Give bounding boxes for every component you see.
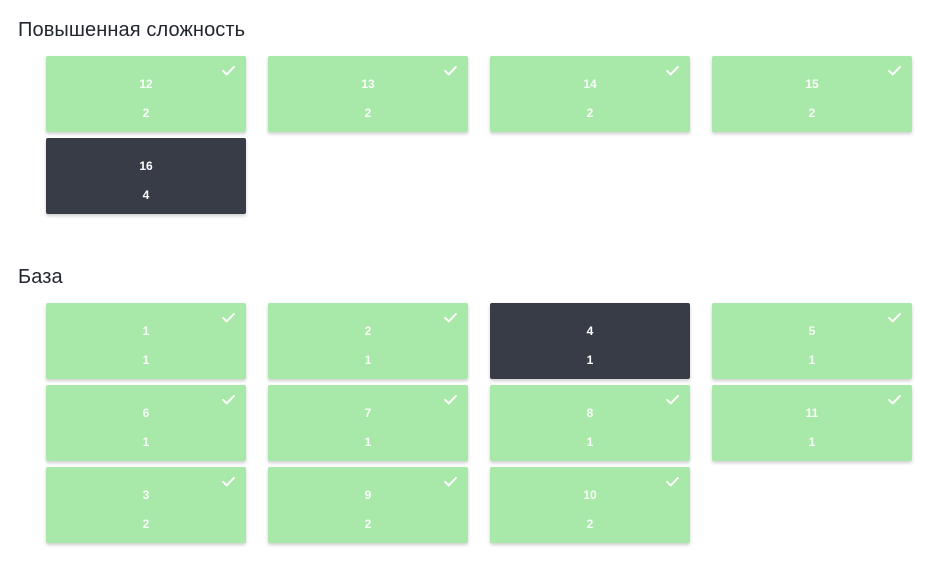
card-count: 2: [364, 517, 372, 531]
check-icon: [221, 474, 236, 489]
check-icon: [665, 474, 680, 489]
card-number: 3: [142, 488, 150, 502]
check-icon: [443, 63, 458, 78]
card-number: 13: [361, 77, 375, 91]
lesson-card[interactable]: 14 2: [490, 56, 690, 132]
card-count: 1: [808, 435, 816, 449]
card-number: 6: [142, 406, 150, 420]
card-count: 1: [586, 353, 594, 367]
card-count: 1: [586, 435, 594, 449]
card-count: 2: [586, 517, 594, 531]
card-count: 1: [808, 353, 816, 367]
check-icon: [443, 310, 458, 325]
lesson-card[interactable]: 13 2: [268, 56, 468, 132]
check-icon: [221, 310, 236, 325]
card-count: 1: [364, 353, 372, 367]
lesson-card[interactable]: 11 1: [712, 385, 912, 461]
card-number: 9: [364, 488, 372, 502]
card-number: 16: [139, 159, 153, 173]
card-number: 10: [583, 488, 597, 502]
check-icon: [443, 392, 458, 407]
lesson-card[interactable]: 15 2: [712, 56, 912, 132]
check-icon: [221, 63, 236, 78]
card-count: 2: [142, 106, 150, 120]
card-number: 7: [364, 406, 372, 420]
card-number: 4: [586, 324, 594, 338]
section-advanced: Повышенная сложность 12 2 13 2 14 2 15 2 16 4: [0, 18, 941, 214]
check-icon: [887, 392, 902, 407]
card-number: 11: [805, 406, 819, 420]
card-number: 8: [586, 406, 594, 420]
card-number: 2: [364, 324, 372, 338]
card-count: 4: [142, 188, 150, 202]
card-grid-base: 1 1 2 1 4 1 5 1 6 1 7 1 8 1 11 1 3 2 9 2 10 2: [46, 303, 916, 543]
check-icon: [443, 474, 458, 489]
check-icon: [221, 392, 236, 407]
card-number: 14: [583, 77, 597, 91]
card-count: 2: [142, 517, 150, 531]
check-icon: [887, 310, 902, 325]
card-count: 1: [364, 435, 372, 449]
section-title-base: База: [18, 266, 63, 288]
card-grid-advanced: 12 2 13 2 14 2 15 2 16 4: [46, 56, 916, 214]
lesson-card[interactable]: 10 2: [490, 467, 690, 543]
card-number: 12: [139, 77, 153, 91]
card-count: 2: [808, 106, 816, 120]
section-title-advanced: Повышенная сложность: [18, 19, 246, 41]
card-count: 2: [364, 106, 372, 120]
check-icon: [887, 63, 902, 78]
check-icon: [665, 392, 680, 407]
lesson-card[interactable]: 12 2: [46, 56, 246, 132]
check-icon: [665, 63, 680, 78]
card-count: 1: [142, 353, 150, 367]
card-number: 15: [805, 77, 819, 91]
lesson-card[interactable]: 16 4: [46, 138, 246, 214]
card-count: 2: [586, 106, 594, 120]
card-count: 1: [142, 435, 150, 449]
card-number: 5: [808, 324, 816, 338]
section-base: База 1 1 2 1 4 1 5 1 6 1 7 1 8 1 11 1 3 2 9 2 10 2: [0, 265, 941, 543]
card-number: 1: [142, 324, 150, 338]
